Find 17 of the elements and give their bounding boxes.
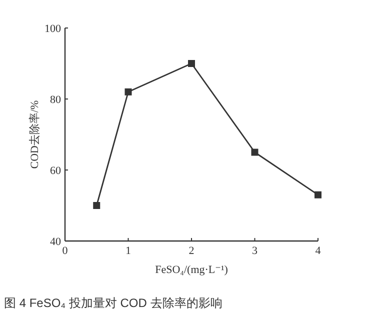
y-tick-label: 80	[50, 94, 62, 106]
x-tick-label: 0	[62, 245, 68, 257]
text: 图 4 FeSO₄ 投加量对 COD 去除率的影响	[4, 296, 222, 310]
x-tick-label: 2	[188, 245, 194, 257]
point	[93, 202, 100, 209]
y-tick-label: 100	[44, 23, 62, 35]
x-tick-label: 1	[126, 245, 131, 257]
y-tick-label: 40	[50, 236, 62, 248]
x-tick-label: 4	[315, 245, 322, 257]
point	[251, 148, 258, 156]
x-axis-title: FeSO₄/(mg·L⁻¹)	[155, 264, 228, 276]
point	[188, 60, 195, 67]
point	[314, 191, 322, 198]
y-tick-label: 60	[50, 165, 62, 177]
point	[124, 88, 132, 96]
x-tick-label: 3	[252, 245, 258, 257]
y-axis-title: COD去除率/%	[28, 100, 41, 169]
